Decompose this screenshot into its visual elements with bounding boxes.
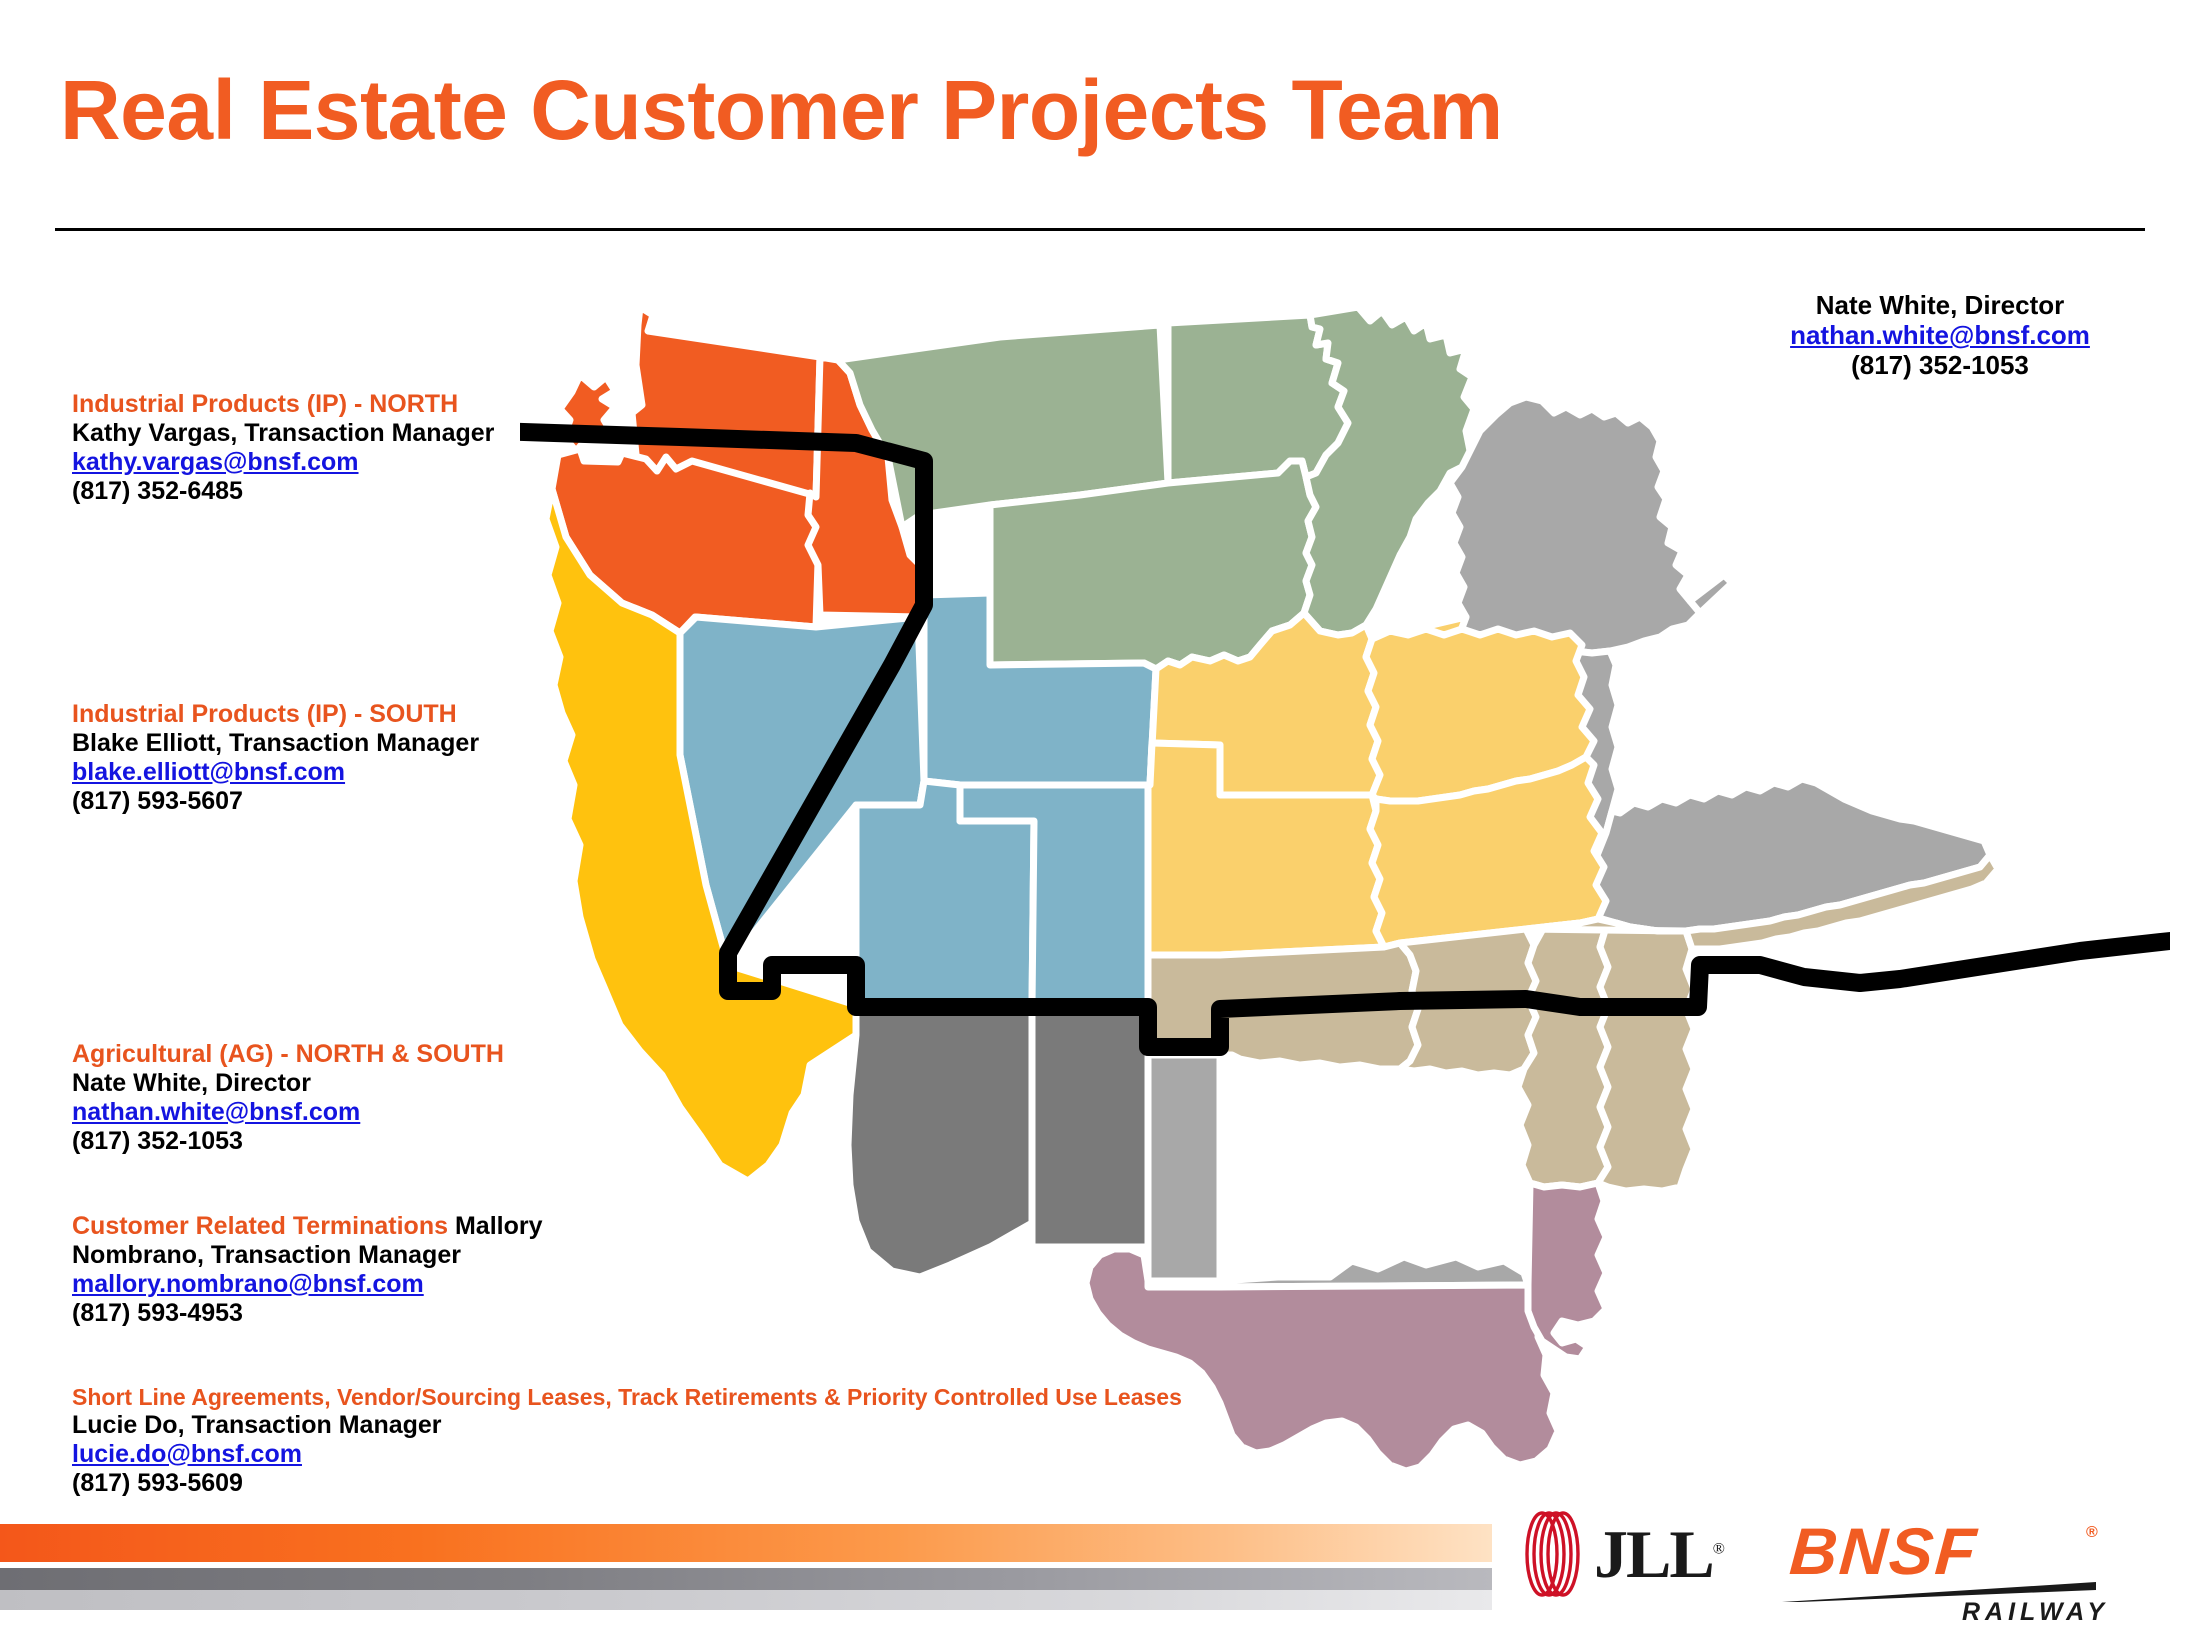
region-wisconsin bbox=[1446, 393, 1736, 661]
contact-name-terminations: Nombrano, Transaction Manager bbox=[72, 1241, 461, 1269]
region-arizona bbox=[844, 1001, 1036, 1281]
bnsf-logo: BNSF ® RAILWAY bbox=[1782, 1512, 2150, 1626]
contact-block-ip-north: Industrial Products (IP) - NORTH Kathy V… bbox=[72, 390, 494, 506]
territory-division-line bbox=[520, 422, 2170, 1056]
contact-name-ip-north: Kathy Vargas, Transaction Manager bbox=[72, 419, 495, 447]
region-tennessee bbox=[1522, 851, 2002, 953]
footer-dark-grey-gradient-bar bbox=[0, 1568, 1492, 1590]
region-louisiana bbox=[1524, 1179, 1610, 1363]
title-divider bbox=[55, 228, 2145, 231]
region-mississippi bbox=[1514, 915, 1612, 1191]
footer-orange-gradient-bar bbox=[0, 1524, 1492, 1562]
page-title: Real Estate Customer Projects Team bbox=[60, 63, 1503, 157]
contact-heading-agricultural: Agricultural (AG) - NORTH & SOUTH bbox=[72, 1040, 504, 1068]
region-texas-panhandle-top bbox=[1216, 1051, 1532, 1291]
jll-wordmark: JLL® bbox=[1594, 1520, 1725, 1588]
contact-phone-short-line: (817) 593-5609 bbox=[72, 1468, 243, 1497]
contact-email-short-line[interactable]: lucie.do@bnsf.com bbox=[72, 1439, 302, 1468]
contact-name-ip-south: Blake Elliott, Transaction Manager bbox=[72, 729, 480, 757]
footer-white-spacer bbox=[0, 1562, 1492, 1568]
bnsf-wordmark: BNSF bbox=[1787, 1514, 1981, 1588]
director-phone: (817) 352-1053 bbox=[1851, 350, 2029, 381]
jll-rings-icon bbox=[1525, 1511, 1580, 1597]
contact-heading-terminations-suffix: Mallory bbox=[448, 1212, 543, 1240]
us-territory-map bbox=[520, 265, 2170, 1505]
bnsf-registered-mark: ® bbox=[2086, 1524, 2098, 1541]
director-contact-block: Nate White, Director nathan.white@bnsf.c… bbox=[1740, 290, 2140, 380]
region-kentucky bbox=[1552, 775, 1994, 935]
contact-phone-agricultural: (817) 352-1053 bbox=[72, 1127, 243, 1155]
director-name: Nate White, Director bbox=[1815, 290, 2065, 320]
contact-phone-ip-south: (817) 593-5607 bbox=[72, 787, 243, 815]
contact-block-agricultural: Agricultural (AG) - NORTH & SOUTH Nate W… bbox=[72, 1040, 504, 1156]
contact-block-terminations: Customer Related Terminations Mallory No… bbox=[72, 1212, 543, 1328]
region-michigan bbox=[1686, 571, 1736, 617]
region-california bbox=[542, 485, 860, 1185]
contact-email-ip-north[interactable]: kathy.vargas@bnsf.com bbox=[72, 448, 359, 476]
director-email-link[interactable]: nathan.white@bnsf.com bbox=[1790, 320, 2090, 351]
contact-name-short-line: Lucie Do, Transaction Manager bbox=[72, 1410, 442, 1439]
region-missouri bbox=[1366, 753, 1610, 951]
contact-email-terminations[interactable]: mallory.nombrano@bnsf.com bbox=[72, 1270, 424, 1298]
contact-heading-ip-south: Industrial Products (IP) - SOUTH bbox=[72, 700, 457, 728]
contact-phone-terminations: (817) 593-4953 bbox=[72, 1299, 243, 1327]
contact-heading-ip-north: Industrial Products (IP) - NORTH bbox=[72, 390, 459, 418]
contact-name-agricultural: Nate White, Director bbox=[72, 1069, 311, 1097]
contact-block-short-line: Short Line Agreements, Vendor/Sourcing L… bbox=[72, 1384, 1182, 1498]
contact-email-ip-south[interactable]: blake.elliott@bnsf.com bbox=[72, 758, 346, 786]
region-texas-panhandle bbox=[1144, 1051, 1532, 1291]
footer-light-grey-gradient-bar bbox=[0, 1590, 1492, 1610]
jll-registered-mark: ® bbox=[1712, 1540, 1725, 1558]
region-alabama bbox=[1594, 919, 1698, 1195]
contact-phone-ip-north: (817) 352-6485 bbox=[72, 477, 243, 505]
bnsf-swoosh-icon bbox=[1782, 1582, 2096, 1602]
bnsf-railway-subtitle: RAILWAY bbox=[1962, 1598, 2110, 1626]
jll-text: JLL bbox=[1594, 1516, 1715, 1592]
contact-block-ip-south: Industrial Products (IP) - SOUTH Blake E… bbox=[72, 700, 479, 816]
contact-heading-terminations: Customer Related Terminations Mallory bbox=[72, 1212, 543, 1240]
region-texas bbox=[1082, 1245, 1562, 1475]
contact-heading-short-line: Short Line Agreements, Vendor/Sourcing L… bbox=[72, 1384, 1182, 1410]
contact-email-agricultural[interactable]: nathan.white@bnsf.com bbox=[72, 1098, 361, 1126]
jll-logo: JLL® bbox=[1516, 1508, 1756, 1600]
region-minnesota bbox=[1300, 303, 1478, 639]
